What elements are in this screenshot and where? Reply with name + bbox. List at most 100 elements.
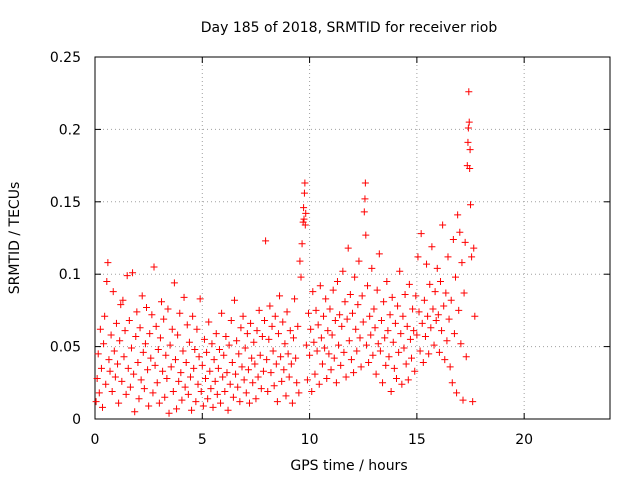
data-point: [246, 399, 253, 407]
data-point: [97, 364, 105, 372]
data-point: [410, 327, 418, 335]
data-point: [179, 347, 187, 355]
data-point: [448, 379, 456, 387]
data-point: [379, 379, 387, 387]
data-point: [300, 189, 308, 197]
data-point: [148, 311, 156, 319]
data-point: [411, 367, 419, 375]
data-point: [406, 335, 414, 343]
data-point: [453, 389, 461, 397]
data-point: [458, 259, 466, 267]
data-point: [181, 383, 189, 391]
x-tick-label: 5: [198, 432, 207, 448]
data-point: [229, 393, 237, 401]
data-point: [384, 327, 392, 335]
plot-frame: [94, 56, 611, 420]
data-point: [465, 118, 473, 126]
data-point: [372, 370, 380, 378]
data-point: [219, 373, 227, 381]
data-point: [316, 282, 324, 290]
data-point: [456, 228, 464, 236]
data-point: [243, 330, 251, 338]
data-point: [195, 353, 203, 361]
data-point: [461, 238, 469, 246]
data-point: [252, 395, 260, 403]
data-point: [110, 347, 118, 355]
data-point: [308, 387, 316, 395]
data-point: [173, 405, 181, 413]
data-point: [471, 312, 479, 320]
data-point: [138, 292, 146, 300]
data-point: [184, 390, 192, 398]
data-point: [116, 337, 124, 345]
data-point: [326, 305, 334, 313]
data-point: [192, 398, 200, 406]
data-point: [337, 361, 345, 369]
data-point: [235, 350, 243, 358]
data-point: [383, 277, 391, 285]
data-point: [312, 306, 320, 314]
data-point: [196, 295, 204, 303]
data-point: [92, 398, 100, 406]
data-point: [421, 332, 429, 340]
data-point: [170, 279, 178, 287]
data-point: [165, 409, 173, 417]
data-point: [212, 330, 220, 338]
data-point: [269, 347, 277, 355]
data-point: [403, 322, 411, 330]
data-point: [108, 387, 116, 395]
data-point: [419, 359, 427, 367]
data-point: [387, 387, 395, 395]
data-point: [225, 341, 233, 349]
data-point: [209, 403, 217, 411]
data-point: [232, 370, 240, 378]
data-point: [183, 321, 191, 329]
data-point: [454, 211, 462, 219]
data-point: [352, 325, 360, 333]
data-point: [268, 322, 276, 330]
data-point: [340, 348, 348, 356]
data-point: [367, 331, 375, 339]
data-point: [234, 383, 242, 391]
data-point: [469, 398, 477, 406]
data-point: [109, 288, 117, 296]
data-point: [149, 389, 157, 397]
data-point: [266, 302, 274, 310]
data-point: [139, 348, 147, 356]
data-point: [164, 305, 172, 313]
data-point: [175, 377, 183, 385]
data-point: [361, 179, 369, 187]
data-point: [158, 298, 166, 306]
data-point: [328, 331, 336, 339]
data-point: [432, 317, 440, 325]
data-point: [259, 367, 267, 375]
data-point: [262, 237, 270, 245]
data-point: [296, 257, 304, 265]
data-point: [147, 354, 155, 362]
data-point: [400, 344, 408, 352]
data-point: [237, 324, 245, 332]
data-point: [174, 331, 182, 339]
data-point: [141, 340, 149, 348]
data-point: [156, 334, 164, 342]
data-point: [466, 146, 474, 154]
data-point: [397, 330, 405, 338]
data-point: [455, 306, 463, 314]
x-tick-label: 15: [408, 432, 426, 448]
data-points: [92, 88, 479, 417]
data-point: [277, 353, 285, 361]
data-point: [429, 305, 437, 313]
data-point: [206, 367, 214, 375]
data-point: [338, 322, 346, 330]
data-point: [161, 393, 169, 401]
data-point: [368, 264, 376, 272]
data-point: [123, 272, 131, 280]
data-point: [300, 215, 308, 223]
data-point: [415, 308, 423, 316]
data-point: [300, 204, 308, 212]
data-point: [188, 406, 196, 414]
data-point: [135, 395, 143, 403]
data-point: [335, 341, 343, 349]
data-point: [223, 369, 231, 377]
data-point: [106, 367, 114, 375]
